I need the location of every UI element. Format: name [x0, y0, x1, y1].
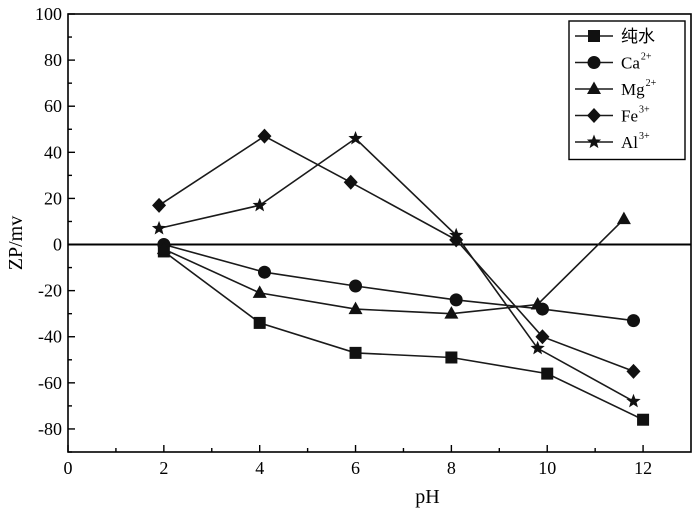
- y-tick-label: 80: [44, 50, 62, 70]
- data-point-star: [530, 340, 545, 355]
- series-line-1: [163, 243, 634, 322]
- legend-label: Al: [621, 133, 638, 152]
- data-point-circle: [626, 314, 640, 328]
- y-axis-title: ZP/mv: [5, 216, 27, 270]
- legend-box: [568, 20, 686, 161]
- data-point-circle: [449, 293, 463, 307]
- x-tick-label: 10: [538, 458, 556, 478]
- series-3: [152, 128, 641, 379]
- y-tick-label: -60: [38, 373, 62, 393]
- data-point-diamond: [343, 174, 358, 190]
- legend-marker-star: [586, 134, 602, 149]
- data-point-diamond: [535, 329, 550, 345]
- y-tick-label: 60: [44, 96, 62, 116]
- data-point-triangle: [444, 306, 459, 319]
- data-point-star: [348, 130, 363, 145]
- data-point-square: [541, 367, 554, 380]
- y-tick-label: 0: [53, 235, 62, 255]
- data-point-triangle: [530, 296, 545, 310]
- legend-marker-triangle: [587, 81, 601, 94]
- data-point-square: [253, 316, 266, 329]
- legend-label: Ca: [621, 54, 640, 73]
- legend-label-superscript: 2+: [641, 52, 652, 63]
- data-point-star: [151, 220, 167, 235]
- series-4: [151, 130, 641, 408]
- x-tick-label: 6: [351, 458, 360, 478]
- y-tick-label: -80: [38, 419, 62, 439]
- series-layer: [151, 128, 650, 426]
- data-point-circle: [349, 279, 363, 293]
- series-2: [156, 211, 631, 319]
- data-point-diamond: [257, 128, 272, 144]
- x-axis-title: pH: [415, 486, 439, 508]
- y-tick-label: -20: [38, 281, 62, 301]
- y-tick-label: 20: [44, 188, 62, 208]
- data-point-square: [349, 346, 362, 359]
- data-point-diamond: [449, 232, 464, 248]
- y-tick-label: 40: [44, 142, 62, 162]
- legend-marker-square: [588, 30, 600, 42]
- legend-label: Fe: [621, 107, 638, 126]
- data-point-diamond: [626, 363, 641, 379]
- y-tick-label: 100: [35, 4, 62, 24]
- legend-label-superscript: 3+: [639, 131, 650, 142]
- data-point-triangle: [348, 301, 363, 315]
- legend-label-superscript: 2+: [646, 78, 657, 89]
- ticks: 0 2 4 6 8 10 12 -80 -60 -40 -20 0 20 40 60 80 100: [35, 4, 652, 478]
- data-point-star: [449, 227, 464, 242]
- data-point-star: [252, 197, 267, 212]
- data-point-triangle: [616, 211, 631, 225]
- x-tick-label: 2: [159, 458, 168, 478]
- legend-label: Mg: [621, 80, 645, 99]
- plot-frame: [67, 13, 692, 453]
- x-tick-label: 12: [634, 458, 652, 478]
- legend-marker-circle: [587, 56, 601, 69]
- x-tick-label: 4: [255, 458, 264, 478]
- series-line-3: [158, 135, 634, 373]
- data-point-triangle: [156, 241, 171, 255]
- axes: pH ZP/mv: [5, 13, 692, 508]
- series-1: [157, 238, 640, 328]
- legend-label-superscript: 3+: [639, 105, 650, 116]
- series-0: [157, 245, 650, 426]
- data-point-square: [637, 413, 650, 426]
- data-point-triangle: [252, 285, 267, 298]
- series-line-2: [163, 218, 625, 315]
- legend-marker-diamond: [587, 108, 601, 123]
- data-point-square: [445, 351, 458, 364]
- x-tick-label: 8: [447, 458, 456, 478]
- data-point-diamond: [152, 197, 167, 213]
- x-tick-label: 0: [64, 458, 73, 478]
- y-tick-label: -40: [38, 327, 62, 347]
- data-point-star: [626, 393, 641, 408]
- series-line-0: [163, 250, 644, 421]
- series-line-4: [158, 137, 634, 403]
- data-point-circle: [257, 265, 271, 279]
- legend-label: 纯水: [621, 27, 655, 46]
